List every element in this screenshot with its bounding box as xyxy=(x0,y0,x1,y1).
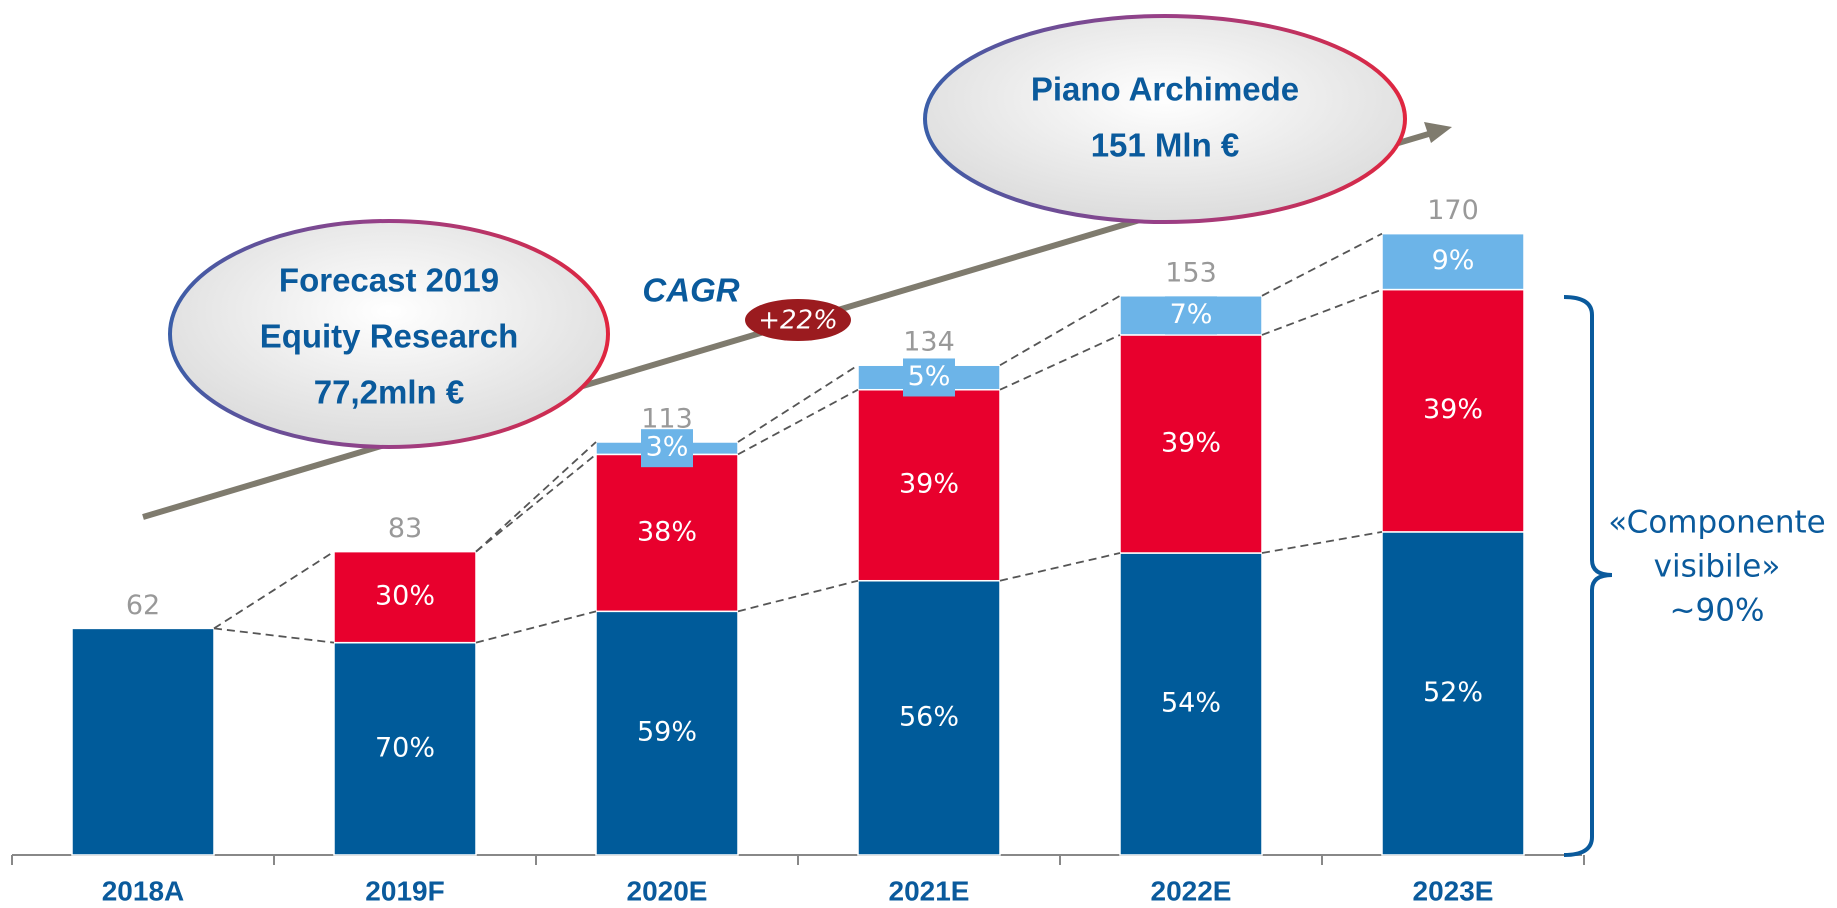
bar-segment xyxy=(595,610,739,856)
forecast-line: Equity Research xyxy=(260,318,519,355)
connector xyxy=(999,334,1121,391)
segment-label: 39% xyxy=(1423,394,1483,425)
x-tick-label: 2018A xyxy=(102,875,185,906)
x-tick-label: 2022E xyxy=(1151,875,1232,906)
segment-label: 39% xyxy=(1161,427,1221,458)
total-label: 113 xyxy=(641,403,693,434)
segment-label: 7% xyxy=(1170,299,1213,330)
connector xyxy=(737,364,859,443)
label-box xyxy=(903,358,955,397)
segment-label: 52% xyxy=(1423,677,1483,708)
segment-label: 5% xyxy=(908,361,951,392)
forecast-bubble xyxy=(168,219,610,449)
bar-segment xyxy=(333,641,477,856)
label-box xyxy=(1427,242,1479,281)
bracket xyxy=(1563,295,1613,857)
segment-label: 3% xyxy=(646,432,689,463)
connector xyxy=(213,627,335,644)
bar-segment xyxy=(1381,531,1525,856)
plan-line: 151 Mln € xyxy=(1091,127,1240,164)
arrow-head xyxy=(1424,122,1452,143)
forecast-line: 77,2mln € xyxy=(314,374,464,411)
connector xyxy=(1261,232,1383,297)
connector xyxy=(1261,531,1383,554)
segment-label: 38% xyxy=(637,516,697,547)
plan-bubble xyxy=(923,14,1407,224)
connector xyxy=(999,552,1121,582)
bar-segment xyxy=(333,550,477,644)
forecast-line: Forecast 2019 xyxy=(279,262,499,299)
connector xyxy=(1261,288,1383,336)
bracket-line: «Componente xyxy=(1608,505,1825,541)
x-tick-label: 2020E xyxy=(627,875,708,906)
segment-label: 70% xyxy=(375,732,435,763)
bar-segment xyxy=(1119,334,1263,554)
total-label: 170 xyxy=(1427,195,1479,226)
connector xyxy=(737,579,859,613)
connector xyxy=(999,295,1121,367)
segment-label: 54% xyxy=(1161,688,1221,719)
bar-segment xyxy=(1119,552,1263,856)
bar-segment xyxy=(857,579,1001,856)
connector xyxy=(213,550,335,630)
connector xyxy=(475,441,597,553)
segment-label: 39% xyxy=(899,469,959,500)
segment-label: 59% xyxy=(637,717,697,748)
segment-label: 30% xyxy=(375,581,435,612)
bar-segment xyxy=(1381,288,1525,533)
bar-segment xyxy=(857,388,1001,582)
total-label: 153 xyxy=(1165,257,1217,288)
cagr-badge xyxy=(745,299,851,341)
x-tick-label: 2019F xyxy=(365,875,444,906)
label-box xyxy=(1165,296,1217,335)
segment-label: 9% xyxy=(1432,245,1475,276)
bracket-line: visibile» xyxy=(1654,549,1781,585)
bar-segment xyxy=(595,453,739,613)
connector xyxy=(475,610,597,644)
total-label: 62 xyxy=(126,590,160,621)
plan-line: Piano Archimede xyxy=(1031,71,1299,108)
segment-label: 56% xyxy=(899,701,959,732)
label-box xyxy=(641,429,693,468)
bar-segment xyxy=(71,627,215,856)
bracket-line: ~90% xyxy=(1670,593,1765,629)
cagr-value: +22% xyxy=(758,306,838,336)
total-label: 134 xyxy=(903,327,955,358)
x-tick-label: 2023E xyxy=(1413,875,1494,906)
connector xyxy=(737,388,859,456)
x-tick-label: 2021E xyxy=(889,875,970,906)
bars: 62 2018A 70% 30% 83 2019F 59% 38% 3%113 2020E 56% 3… xyxy=(11,195,1585,906)
connector xyxy=(475,453,597,553)
total-label: 83 xyxy=(388,513,422,544)
cagr-label: CAGR xyxy=(642,272,739,309)
